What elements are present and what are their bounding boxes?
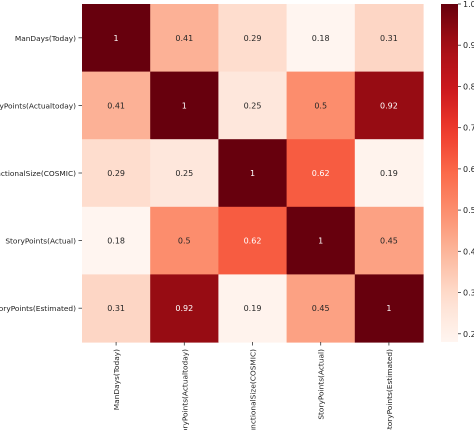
heatmap-cell-label-2-3: 0.62 — [312, 169, 330, 178]
colorbar-tick-label-0: 1.0 — [463, 0, 474, 9]
heatmap-cell-0-4 — [354, 4, 424, 73]
y-tick-label-1: StoryPoints(Actualtoday) — [0, 101, 76, 110]
colorbar-tick-label-6: 0.4 — [463, 247, 474, 256]
heatmap-cell-4-2 — [218, 274, 288, 343]
x-axis-tick-labels: ManDays(Today) StoryPoints(Actualtoday) Fu… — [112, 342, 394, 430]
heatmap-cell-2-0 — [82, 139, 151, 208]
heatmap-cell-label-2-2: 1 — [250, 169, 255, 178]
y-tick-label-3: StoryPoints(Actual) — [5, 237, 76, 246]
heatmap-cell-3-0 — [82, 206, 151, 275]
colorbar-tick-label-1: 0.9 — [463, 41, 474, 50]
heatmap-cell-1-4 — [354, 71, 424, 140]
heatmap-cell-label-0-3: 0.18 — [312, 34, 330, 43]
heatmap-cells — [82, 4, 424, 343]
heatmap-cell-0-1 — [150, 4, 219, 73]
heatmap-cell-1-1 — [150, 71, 219, 140]
heatmap-cell-label-1-0: 0.41 — [107, 101, 125, 110]
heatmap-cell-1-0 — [82, 71, 151, 140]
heatmap-cell-4-3 — [286, 274, 356, 343]
heatmap-cell-label-3-4: 0.45 — [380, 237, 398, 246]
heatmap-cell-label-1-4: 0.92 — [380, 101, 398, 110]
heatmap-cell-label-2-0: 0.29 — [107, 169, 125, 178]
heatmap-cell-4-0 — [82, 274, 151, 343]
x-tick-label-4: StoryPoints(Estimated) — [385, 349, 394, 430]
heatmap-cell-label-3-1: 0.5 — [178, 237, 191, 246]
heatmap-cell-label-1-3: 0.5 — [314, 101, 327, 110]
colorbar-tick-label-5: 0.5 — [463, 206, 474, 215]
heatmap-cell-label-3-3: 1 — [318, 237, 323, 246]
colorbar-tick-label-7: 0.3 — [463, 289, 474, 298]
colorbar: 1.0 0.9 0.8 0.7 0.6 0.5 0.4 0.3 0.2 — [441, 0, 474, 342]
heatmap-cell-4-1 — [150, 274, 219, 343]
x-tick-label-2: FunctionalSize(COSMIC) — [249, 349, 258, 430]
heatmap-cell-label-2-4: 0.19 — [380, 169, 398, 178]
heatmap-cell-1-2 — [218, 71, 288, 140]
heatmap-cell-labels: 1 0.41 0.29 0.18 0.31 0.41 1 0.25 0.5 0.92 0.29 0.2… — [107, 34, 398, 313]
heatmap-cell-0-0 — [82, 4, 151, 73]
heatmap-cell-2-1 — [150, 139, 219, 208]
heatmap-cell-3-4 — [354, 206, 424, 275]
y-axis-tick-labels: ManDays(Today) StoryPoints(Actualtoday) Fu… — [0, 34, 82, 313]
heatmap-cell-label-0-4: 0.31 — [380, 34, 398, 43]
x-tick-label-3: StoryPoints(Actual) — [317, 349, 326, 420]
y-tick-label-4: StoryPoints(Estimated) — [0, 304, 76, 313]
heatmap-cell-label-4-3: 0.45 — [312, 304, 330, 313]
heatmap-cell-3-3 — [286, 206, 356, 275]
heatmap-cell-label-4-4: 1 — [386, 304, 391, 313]
y-tick-label-2: FunctionalSize(COSMIC) — [0, 169, 76, 178]
heatmap-cell-3-2 — [218, 206, 288, 275]
heatmap-cell-label-4-0: 0.31 — [107, 304, 125, 313]
heatmap-cell-label-0-1: 0.41 — [175, 34, 193, 43]
heatmap-cell-2-2 — [218, 139, 288, 208]
heatmap-cell-2-3 — [286, 139, 356, 208]
heatmap-cell-0-3 — [286, 4, 356, 73]
colorbar-tick-label-8: 0.2 — [463, 330, 474, 339]
colorbar-tick-label-4: 0.6 — [463, 165, 474, 174]
heatmap-cell-3-1 — [150, 206, 219, 275]
heatmap-cell-label-0-0: 1 — [114, 34, 119, 43]
y-tick-label-0: ManDays(Today) — [15, 34, 76, 43]
colorbar-tick-label-2: 0.8 — [463, 82, 474, 91]
heatmap-cell-label-4-2: 0.19 — [244, 304, 262, 313]
heatmap-cell-label-2-1: 0.25 — [175, 169, 193, 178]
x-tick-label-0: ManDays(Today) — [112, 349, 121, 410]
heatmap-cell-label-0-2: 0.29 — [244, 34, 262, 43]
x-tick-label-1: StoryPoints(Actualtoday) — [180, 349, 189, 430]
heatmap-cell-label-1-1: 1 — [182, 101, 187, 110]
heatmap-cell-0-2 — [218, 4, 288, 73]
heatmap-cell-label-3-0: 0.18 — [107, 237, 125, 246]
colorbar-tick-label-3: 0.7 — [463, 124, 474, 133]
heatmap-cell-label-3-2: 0.62 — [244, 237, 262, 246]
colorbar-gradient — [441, 4, 458, 342]
heatmap-cell-label-1-2: 0.25 — [244, 101, 262, 110]
heatmap-cell-label-4-1: 0.92 — [175, 304, 193, 313]
heatmap-cell-1-3 — [286, 71, 356, 140]
heatmap-cell-4-4 — [354, 274, 424, 343]
heatmap-cell-2-4 — [354, 139, 424, 208]
